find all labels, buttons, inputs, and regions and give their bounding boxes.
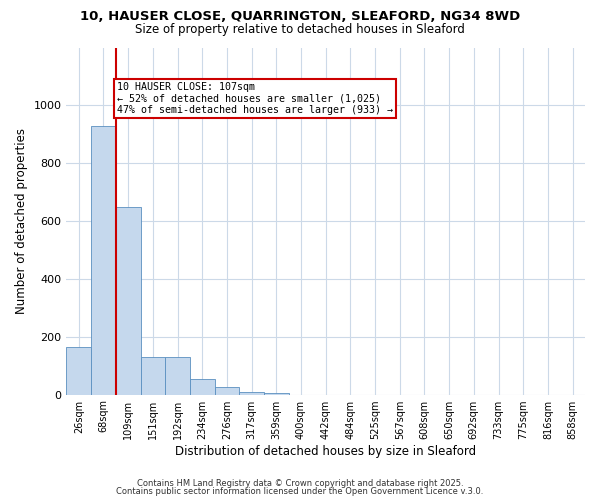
Bar (67, 348, 91, 395)
Bar (264, 393, 289, 394)
Text: 10, HAUSER CLOSE, QUARRINGTON, SLEAFORD, NG34 8WD: 10, HAUSER CLOSE, QUARRINGTON, SLEAFORD,… (80, 10, 520, 23)
Bar (215, 388, 239, 394)
Bar (190, 378, 215, 394)
Bar (116, 206, 140, 394)
Text: Size of property relative to detached houses in Sleaford: Size of property relative to detached ho… (135, 22, 465, 36)
Text: Contains public sector information licensed under the Open Government Licence v.: Contains public sector information licen… (116, 487, 484, 496)
Text: 10 HAUSER CLOSE: 107sqm
← 52% of detached houses are smaller (1,025)
47% of semi: 10 HAUSER CLOSE: 107sqm ← 52% of detache… (117, 82, 393, 116)
Bar (140, 357, 165, 395)
Bar (239, 392, 264, 394)
Bar (91, 126, 116, 394)
Text: Contains HM Land Registry data © Crown copyright and database right 2025.: Contains HM Land Registry data © Crown c… (137, 478, 463, 488)
Y-axis label: Number of detached properties: Number of detached properties (15, 128, 28, 314)
X-axis label: Distribution of detached houses by size in Sleaford: Distribution of detached houses by size … (175, 444, 476, 458)
Bar (165, 357, 190, 395)
